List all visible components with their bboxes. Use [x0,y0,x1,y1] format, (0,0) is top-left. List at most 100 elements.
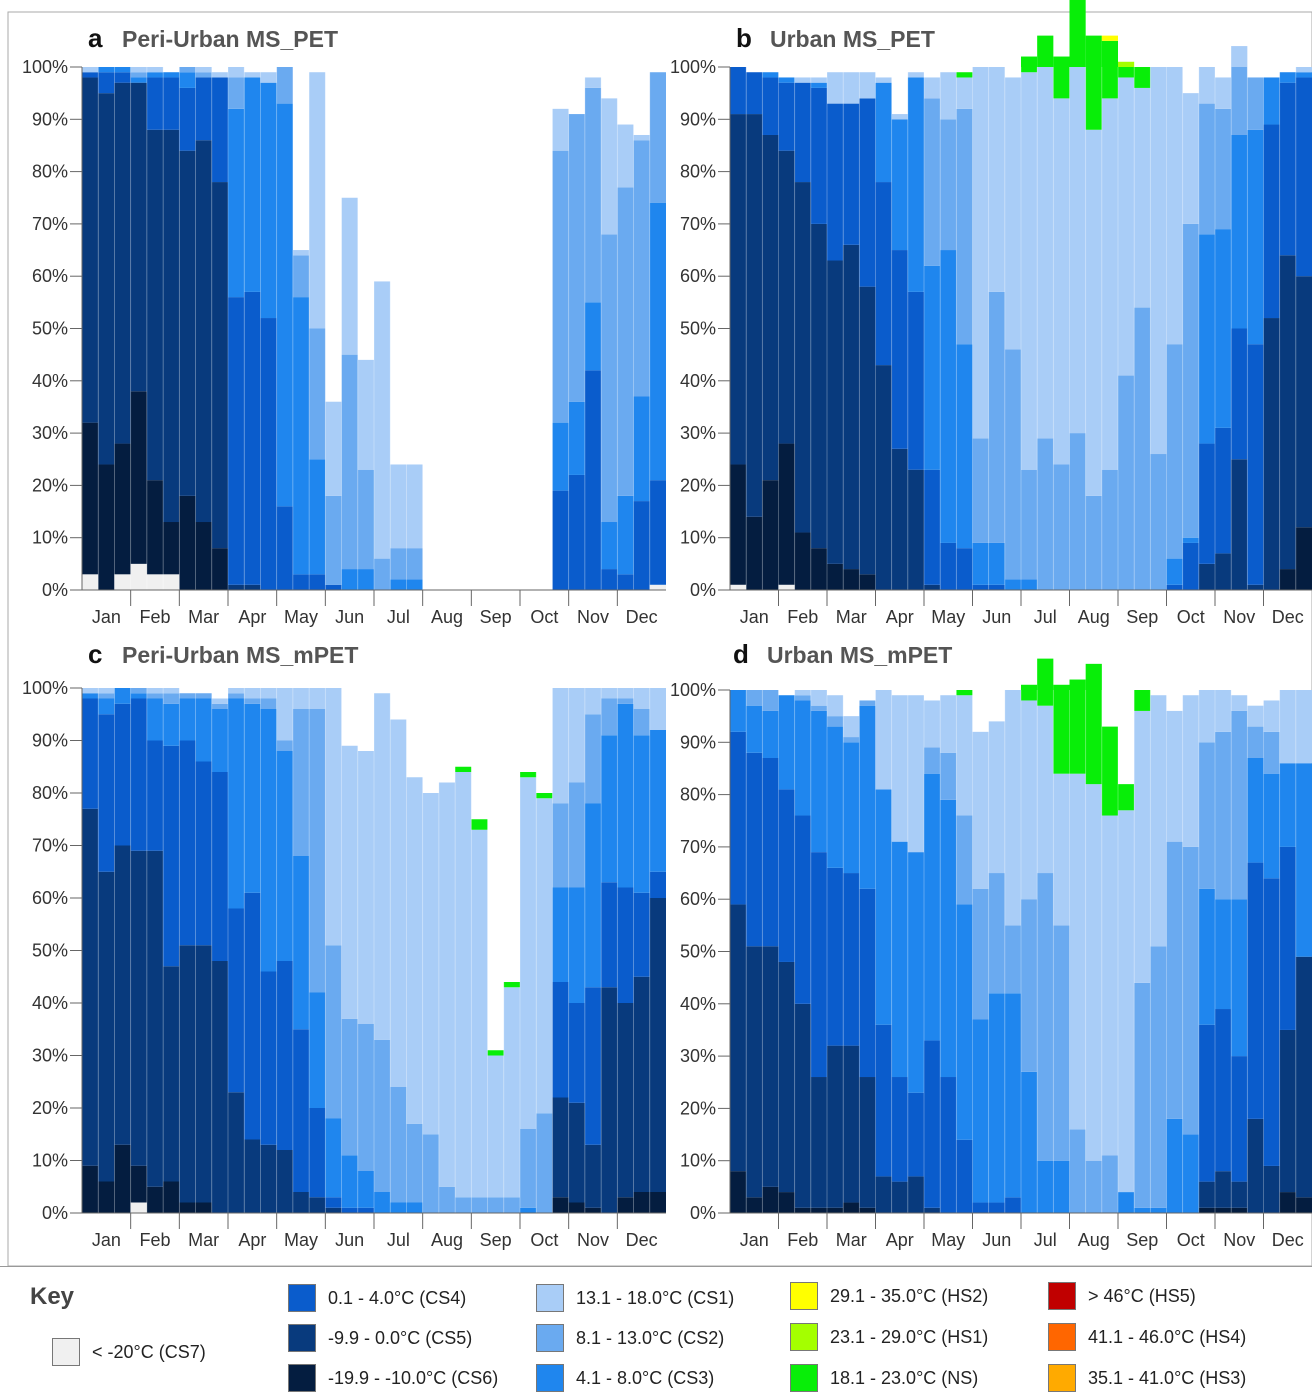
bar-segment-cs1 [1198,67,1215,104]
bar-segment-cs2 [455,1197,472,1213]
bar-segment-cs2 [1182,846,1199,1135]
bar-segment-cs1 [972,731,989,889]
bar-segment-cs5 [601,987,618,1213]
bar-segment-cs5 [907,469,924,590]
bar-segment-cs2 [1198,103,1215,235]
x-tick-label: Dec [1272,607,1304,627]
x-tick-label: Aug [1078,1230,1110,1250]
bar-segment-cs5 [130,850,147,1166]
legend-label: 23.1 - 29.0°C (HS1) [830,1326,989,1347]
bar-segment-cs4 [633,892,650,977]
bar-segment-cs3 [891,841,908,1078]
bar-segment-cs5 [325,1207,342,1213]
legend-swatch [536,1364,564,1392]
bar-segment-cs4 [1279,82,1296,256]
bar-segment-cs1 [163,688,180,694]
bar-segment-cs3 [762,710,779,758]
bar-segment-cs3 [195,698,212,762]
bar-segment-cs5 [568,1102,585,1203]
y-tick-label: 50% [32,941,68,961]
chart-panel-a: a Peri-Urban MS_PET 0% 10% 20% 30% 40% 50% 60% 70… [22,23,666,627]
x-tick-label: Oct [530,1230,558,1250]
x-tick-label: Apr [238,607,266,627]
bar-segment-cs7 [146,574,164,590]
y-tick-label: 30% [680,423,716,443]
bar-segment-cs5 [891,1181,908,1213]
panel-title: Urban MS_PET [770,26,935,52]
bar-segment-cs2 [228,77,245,109]
bar-segment-cs3 [520,1207,537,1213]
x-tick-label: Aug [431,607,463,627]
bar-segment-hs2 [1101,35,1118,41]
bar-segment-cs2 [195,693,212,699]
bar-segment-cs3 [179,72,196,88]
bar-segment-cs5 [1247,584,1264,590]
bar-segment-cs5 [891,448,908,590]
bar-segment-cs5 [859,1077,876,1208]
bar-segment-cs3 [1215,899,1232,1010]
bar-segment-cs1 [1101,98,1118,470]
chart-panel-c: c Peri-Urban MS_mPET 0% 10% 20% 30% 40% 50% 60% 7… [22,639,666,1250]
x-tick-label: Jan [740,607,769,627]
bar-segment-cs5 [98,93,115,465]
bar-segment-cs1 [406,464,423,549]
bar-segment-cs2 [746,690,763,706]
bar-segment-cs3 [746,705,763,753]
legend-swatch [790,1282,818,1310]
bar-segment-cs1 [956,695,973,816]
legend-item-cs3: 4.1 - 8.0°C (CS3) [536,1363,714,1393]
bar-segment-cs1 [341,745,358,1019]
bar-segment-cs2 [195,72,212,78]
bar-segment-cs3 [1004,579,1021,590]
bar-segment-cs1 [471,829,488,1198]
x-tick-label: Feb [787,1230,818,1250]
x-tick-label: Jun [335,1230,364,1250]
bar-segment-cs2 [1021,899,1038,1072]
y-tick-label: 90% [32,109,68,129]
bar-segment-cs1 [875,77,892,83]
bar-segment-cs1 [1231,46,1248,67]
bar-segment-cs4 [730,67,747,115]
y-tick-label: 70% [32,836,68,856]
bar-segment-cs2 [924,747,941,774]
bar-segment-cs1 [309,688,326,709]
bar-segment-cs2 [390,548,407,580]
y-tick-label: 100% [670,57,716,77]
y-tick-label: 100% [22,678,68,698]
bar-segment-cs4 [827,103,844,261]
bar-segment-cs3 [1053,1160,1070,1213]
bar-segment-cs5 [1231,1181,1248,1208]
y-tick-label: 70% [32,214,68,234]
legend-label: 4.1 - 8.0°C (CS3) [576,1367,715,1388]
bar-segment-cs3 [956,344,973,549]
bar-segment-cs6 [859,574,876,590]
bar-segment-cs2 [422,1134,439,1213]
x-tick-label: Jun [982,1230,1011,1250]
bar-segment-cs6 [1215,1207,1232,1213]
bar-segment-cs1 [568,688,585,783]
bar-segment-cs3 [98,67,115,73]
bar-segment-cs2 [292,255,310,298]
x-tick-label: Oct [530,607,558,627]
bar-segment-ns [487,1050,504,1056]
bar-segment-cs1 [130,67,147,73]
bar-segment-cs4 [179,87,196,151]
bar-segment-cs3 [633,735,650,893]
bar-segment-cs4 [730,731,747,905]
bar-segment-cs4 [260,971,277,1145]
bar-segment-cs3 [1279,763,1296,847]
x-tick-label: May [284,607,318,627]
bar-segment-cs2 [390,1087,407,1203]
bar-segment-cs4 [1295,77,1312,277]
bar-segment-cs4 [276,961,293,1150]
bar-segment-cs2 [374,1039,391,1192]
x-tick-label: Apr [886,1230,914,1250]
bar-segment-cs5 [827,1045,844,1208]
bar-segment-cs6 [1231,1207,1248,1213]
bar-segment-cs2 [584,714,602,804]
bar-segment-cs5 [1295,276,1312,528]
bar-segment-cs5 [730,904,747,1172]
bar-segment-cs5 [195,945,212,1203]
bar-segment-cs3 [309,992,326,1108]
bar-segment-cs1 [1150,695,1167,947]
